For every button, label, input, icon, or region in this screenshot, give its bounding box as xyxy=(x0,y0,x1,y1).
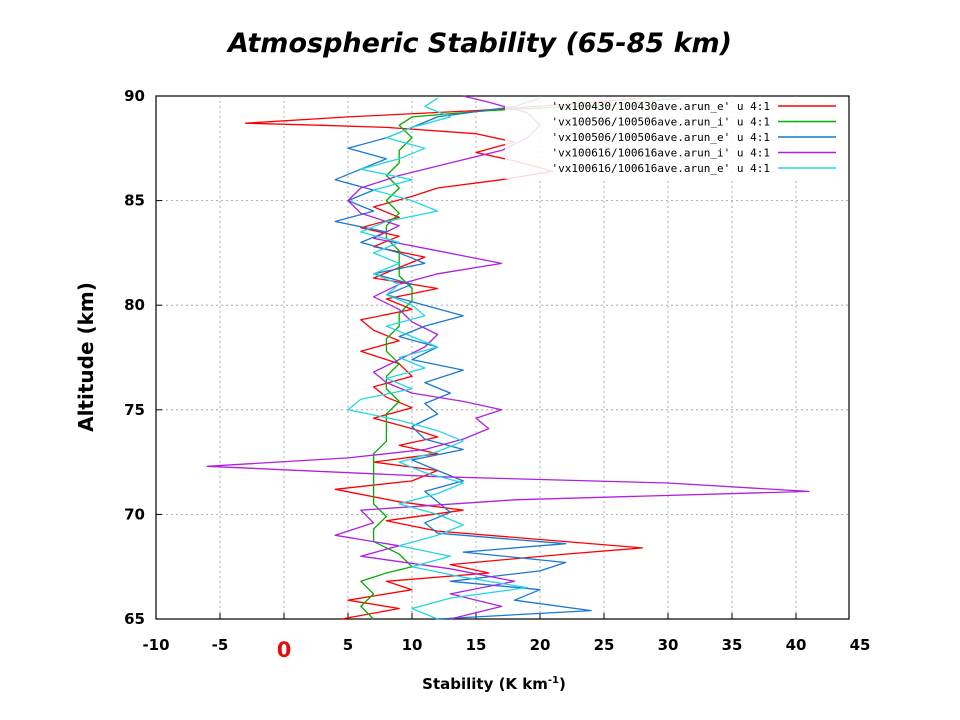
x-axis-label-sup: -1 xyxy=(548,675,559,686)
x-axis-label: Stability (K km-1) xyxy=(422,675,566,693)
legend-entry-label: 'vx100506/100506ave.arun_e' u 4:1 xyxy=(551,131,770,144)
legend-entry-label: 'vx100430/100430ave.arun_e' u 4:1 xyxy=(551,100,770,113)
x-tick-label: 10 xyxy=(402,636,423,654)
x-tick-label: 5 xyxy=(343,636,353,654)
y-axis-ticks: 65 70 75 80 85 90 xyxy=(124,87,145,628)
x-tick-label: 20 xyxy=(530,636,551,654)
x-zero-label: 0 xyxy=(277,638,292,662)
x-tick-label: 25 xyxy=(594,636,615,654)
y-axis-label: Altitude (km) xyxy=(74,282,98,432)
plot-frame xyxy=(155,95,850,620)
legend-entry-label: 'vx100616/100616ave.arun_e' u 4:1 xyxy=(551,162,770,175)
series-line-1 xyxy=(244,97,644,620)
chart-title: Atmospheric Stability (65-85 km) xyxy=(226,28,732,59)
legend-entry-label: 'vx100506/100506ave.arun_i' u 4:1 xyxy=(551,116,770,129)
x-axis-label-main: Stability (K km xyxy=(422,675,548,693)
y-tick-label: 70 xyxy=(124,505,145,523)
y-tick-label: 90 xyxy=(124,87,145,105)
y-tick-label: 80 xyxy=(124,296,145,314)
y-tick-label: 85 xyxy=(124,192,145,210)
series-lines xyxy=(206,95,810,620)
x-axis-label-end: ) xyxy=(559,675,566,693)
x-axis-ticks: -10 -5 5 10 15 20 25 30 35 40 45 xyxy=(142,636,870,654)
series-line-5 xyxy=(347,97,528,620)
series-line-2 xyxy=(360,97,681,620)
plot-area: 'vx100430/100430ave.arun_e' u 4:1 'vx1005… xyxy=(155,95,850,620)
series-line-4 xyxy=(206,95,810,620)
x-tick-label: 35 xyxy=(722,636,743,654)
x-tick-label: -5 xyxy=(212,636,229,654)
legend-entry-label: 'vx100616/100616ave.arun_i' u 4:1 xyxy=(551,147,770,160)
y-tick-label: 65 xyxy=(124,610,145,628)
legend: 'vx100430/100430ave.arun_e' u 4:1 'vx1005… xyxy=(505,97,848,179)
series-line-3 xyxy=(334,97,592,620)
x-tick-label: 45 xyxy=(850,636,871,654)
x-tick-label: -10 xyxy=(142,636,169,654)
legend-box xyxy=(505,97,848,179)
x-tick-label: 30 xyxy=(658,636,679,654)
x-tick-label: 40 xyxy=(786,636,807,654)
x-tick-label: 15 xyxy=(466,636,487,654)
y-tick-label: 75 xyxy=(124,401,145,419)
grid-lines xyxy=(156,95,849,620)
